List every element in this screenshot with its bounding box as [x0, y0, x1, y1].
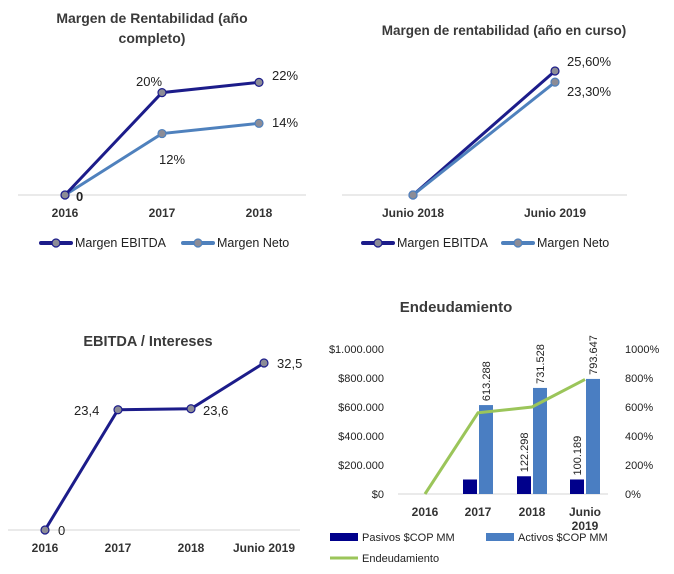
x-tick-label: Junio 2019 — [233, 541, 295, 555]
y2-tick-label: 1000% — [625, 344, 659, 356]
legend-pasivos-label: Pasivos $COP MM — [362, 532, 455, 544]
data-point — [550, 77, 560, 87]
x-tick-label: 2016 — [32, 541, 59, 555]
data-label: 12% — [159, 152, 185, 167]
x-tick-label: 2019 — [572, 519, 599, 533]
x-tick-label: 2017 — [465, 505, 492, 519]
x-tick-label: 2016 — [412, 505, 439, 519]
x-tick-label: 2017 — [105, 541, 132, 555]
y2-tick-label: 600% — [625, 402, 653, 414]
legend-neto-swatch-marker — [513, 238, 523, 248]
data-point — [40, 525, 50, 535]
y2-tick-label: 400% — [625, 431, 653, 443]
x-tick-label: 2018 — [519, 505, 546, 519]
data-point — [60, 190, 70, 200]
legend-activos-swatch — [486, 533, 514, 541]
chart-title-line-2: completo) — [119, 30, 186, 46]
bar-activos — [586, 378, 600, 494]
legend-neto-swatch-marker — [193, 238, 203, 248]
bar-label-activos: 613.288 — [481, 361, 493, 401]
chart-endeudamiento-svg: Endeudamiento $0 $200.000 $400.000 $600.000 $… — [329, 299, 660, 565]
legend-neto-label: Margen Neto — [217, 236, 289, 250]
legend-ebitda-label: Margen EBITDA — [75, 236, 167, 250]
bar-activos — [479, 405, 493, 494]
y-tick-label: $0 — [372, 489, 384, 501]
data-label: 23,30% — [567, 84, 612, 99]
x-tick-label: Junio 2019 — [524, 206, 586, 220]
data-point — [254, 77, 264, 87]
chart-title: Endeudamiento — [400, 299, 513, 316]
y2-tick-label: 800% — [625, 373, 653, 385]
data-label: 22% — [272, 68, 298, 83]
data-label: 32,5 — [277, 356, 302, 371]
y-tick-label: $200.000 — [338, 460, 384, 472]
data-point — [157, 87, 167, 98]
chart-ebitda-intereses-svg: EBITDA / Intereses 2016 2017 2018 Junio 2019… — [8, 334, 302, 555]
bar-pasivos — [463, 479, 477, 494]
chart-margen-completo-svg: Margen de Rentabilidad (año completo) 2016… — [18, 10, 306, 250]
data-point — [550, 66, 560, 76]
chart-title: Margen de rentabilidad (año en curso) — [382, 23, 627, 38]
legend-endeudamiento-label: Endeudamiento — [362, 553, 439, 565]
bar-pasivos — [517, 476, 531, 494]
data-label: 0 — [76, 189, 83, 204]
legend-neto-label: Margen Neto — [537, 236, 609, 250]
series-line-neto — [412, 80, 556, 197]
y-tick-label: $400.000 — [338, 431, 384, 443]
data-point — [113, 405, 123, 415]
legend-activos-label: Activos $COP MM — [518, 532, 608, 544]
bar-label-activos: 731.528 — [535, 344, 547, 384]
data-point — [157, 128, 167, 139]
data-point — [259, 358, 269, 368]
bar-label-activos: 793.647 — [588, 335, 600, 375]
chart-title: EBITDA / Intereses — [83, 334, 212, 350]
data-label: 23,4 — [74, 403, 99, 418]
bar-label-pasivos: 122.298 — [519, 433, 531, 473]
data-label: 25,60% — [567, 54, 612, 69]
chart-title-line-1: Margen de Rentabilidad (año — [56, 10, 247, 26]
chart-endeudamiento: Endeudamiento $0 $200.000 $400.000 $600.000 $… — [320, 290, 674, 574]
data-label: 20% — [136, 74, 162, 89]
y-tick-label: $600.000 — [338, 402, 384, 414]
bar-pasivos — [570, 479, 584, 494]
x-tick-label: 2017 — [149, 206, 176, 220]
chart-margen-completo: Margen de Rentabilidad (año completo) 2016… — [0, 0, 320, 260]
y2-tick-label: 200% — [625, 460, 653, 472]
y-tick-label: $800.000 — [338, 373, 384, 385]
series-line-endeudamiento — [423, 378, 586, 495]
legend-ebitda-swatch-marker — [373, 238, 383, 248]
legend-pasivos-swatch — [330, 533, 358, 541]
x-tick-label: 2018 — [178, 541, 205, 555]
y2-tick-label: 0% — [625, 489, 641, 501]
chart-margen-en-curso: Margen de rentabilidad (año en curso) Jun… — [320, 0, 674, 260]
x-tick-label: 2016 — [52, 206, 79, 220]
data-point — [408, 190, 418, 200]
legend-ebitda-label: Margen EBITDA — [397, 236, 489, 250]
chart-margen-en-curso-svg: Margen de rentabilidad (año en curso) Jun… — [342, 23, 627, 250]
x-tick-label: Junio — [569, 505, 601, 519]
data-label: 14% — [272, 115, 298, 130]
data-point — [254, 118, 264, 128]
bar-activos — [533, 387, 547, 494]
x-tick-label: 2018 — [246, 206, 273, 220]
data-label: 0 — [58, 523, 65, 538]
data-label: 23,6 — [203, 403, 228, 418]
chart-ebitda-intereses: EBITDA / Intereses 2016 2017 2018 Junio 2019… — [0, 290, 320, 574]
x-tick-label: Junio 2018 — [382, 206, 444, 220]
bar-label-pasivos: 100.189 — [572, 436, 584, 476]
series-line-ebitda-intereses — [43, 361, 265, 531]
legend-ebitda-swatch-marker — [51, 238, 61, 248]
y-tick-label: $1.000.000 — [329, 344, 384, 356]
data-point — [186, 404, 196, 414]
